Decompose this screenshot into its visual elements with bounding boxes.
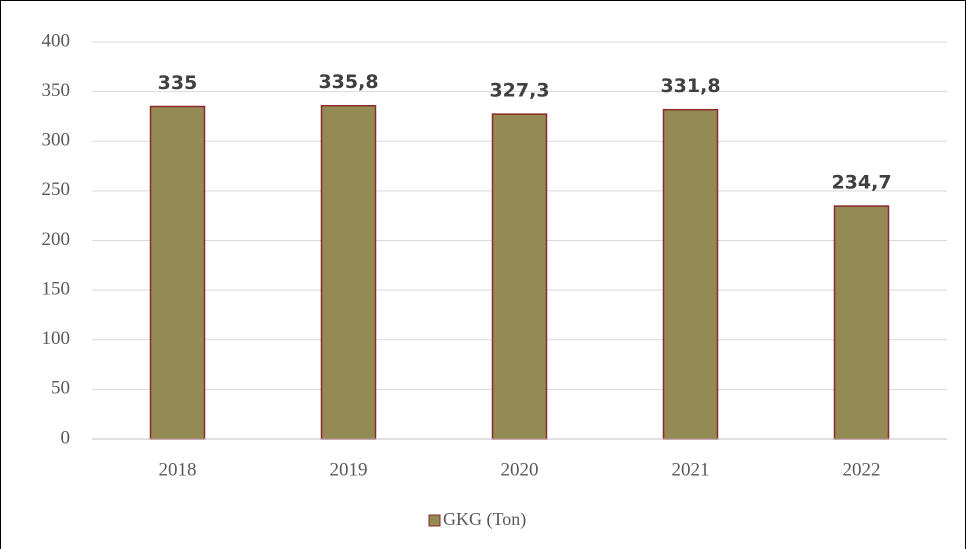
x-tick-label: 2019 — [330, 459, 368, 480]
bar — [491, 113, 548, 440]
x-tick-label: 2018 — [159, 459, 197, 480]
y-tick-label: 150 — [42, 278, 71, 299]
x-tick-label: 2020 — [501, 459, 539, 480]
legend-swatch — [428, 514, 441, 527]
y-tick-label: 300 — [42, 130, 71, 151]
y-tick-label: 100 — [42, 328, 71, 349]
y-tick-label: 400 — [42, 30, 71, 51]
y-tick-label: 200 — [42, 229, 71, 250]
legend-label: GKG (Ton) — [443, 509, 526, 530]
bar — [662, 108, 719, 440]
y-tick-label: 0 — [61, 427, 71, 448]
y-tick-label: 250 — [42, 179, 71, 200]
value-label: 234,7 — [831, 172, 891, 194]
value-label: 327,3 — [489, 80, 549, 102]
x-tick-label: 2022 — [843, 459, 881, 480]
x-tick-label: 2021 — [672, 459, 710, 480]
y-tick-label: 350 — [42, 80, 71, 101]
value-label: 331,8 — [660, 75, 720, 97]
bar — [320, 104, 377, 440]
value-label: 335 — [158, 72, 198, 94]
value-label: 335,8 — [318, 71, 378, 93]
bar — [833, 205, 890, 440]
bar — [149, 105, 206, 440]
y-tick-label: 50 — [51, 378, 70, 399]
